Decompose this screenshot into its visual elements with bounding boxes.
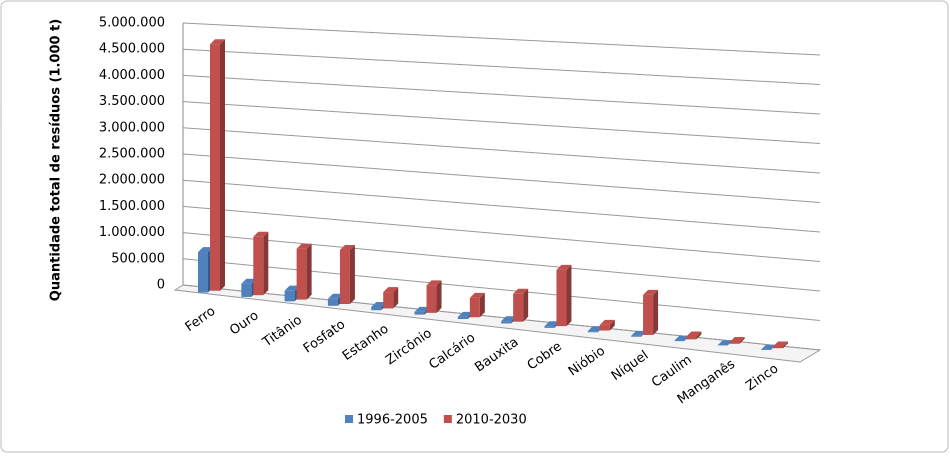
legend-swatch: [444, 415, 452, 423]
y-axis-title: Quantidade total de resíduos (1.000 t): [49, 19, 64, 301]
y-tick-label: 2.500.000: [99, 147, 165, 162]
y-tick-label: 3.000.000: [99, 120, 165, 135]
y-tick-label: 1.500.000: [99, 199, 165, 214]
y-tick-label: 500.000: [111, 251, 165, 266]
bar: [427, 285, 437, 312]
bar-side: [523, 289, 528, 322]
legend-label: 2010-2030: [456, 413, 527, 428]
bar-side: [350, 245, 355, 304]
bar: [513, 294, 523, 322]
bar: [544, 326, 554, 328]
y-tick-label: 5.000.000: [99, 16, 165, 31]
bar-side: [220, 39, 225, 291]
y-tick-label: 0: [157, 278, 165, 293]
bar: [210, 44, 220, 291]
y-tick-label: 1.000.000: [99, 225, 165, 240]
bar: [458, 317, 468, 319]
bar: [643, 295, 653, 335]
y-tick-label: 2.000.000: [99, 173, 165, 188]
bar-side: [307, 244, 312, 300]
bar-side: [263, 232, 268, 295]
bar: [371, 307, 381, 310]
bar: [674, 341, 684, 342]
y-tick-label: 4.000.000: [99, 68, 165, 83]
bar: [686, 336, 696, 339]
bar: [198, 252, 208, 292]
bar: [383, 292, 393, 308]
bar-side: [653, 290, 658, 335]
legend-swatch: [345, 415, 353, 423]
bar: [501, 321, 511, 323]
bar: [631, 336, 641, 337]
bar: [241, 284, 251, 297]
bar: [730, 342, 740, 344]
bar-side: [437, 280, 442, 312]
bar: [340, 250, 350, 304]
bar: [415, 312, 425, 315]
bar: [773, 346, 783, 348]
y-tick-label: 4.500.000: [99, 42, 165, 57]
bar: [285, 291, 295, 302]
bar: [556, 270, 566, 326]
bar: [253, 237, 263, 295]
bar: [600, 325, 610, 331]
bar: [588, 331, 598, 332]
y-tick-label: 3.500.000: [99, 94, 165, 109]
legend-label: 1996-2005: [357, 413, 428, 428]
bar: [470, 298, 480, 317]
bar-side: [566, 265, 571, 326]
bar: [328, 299, 338, 306]
bar: [297, 249, 307, 300]
